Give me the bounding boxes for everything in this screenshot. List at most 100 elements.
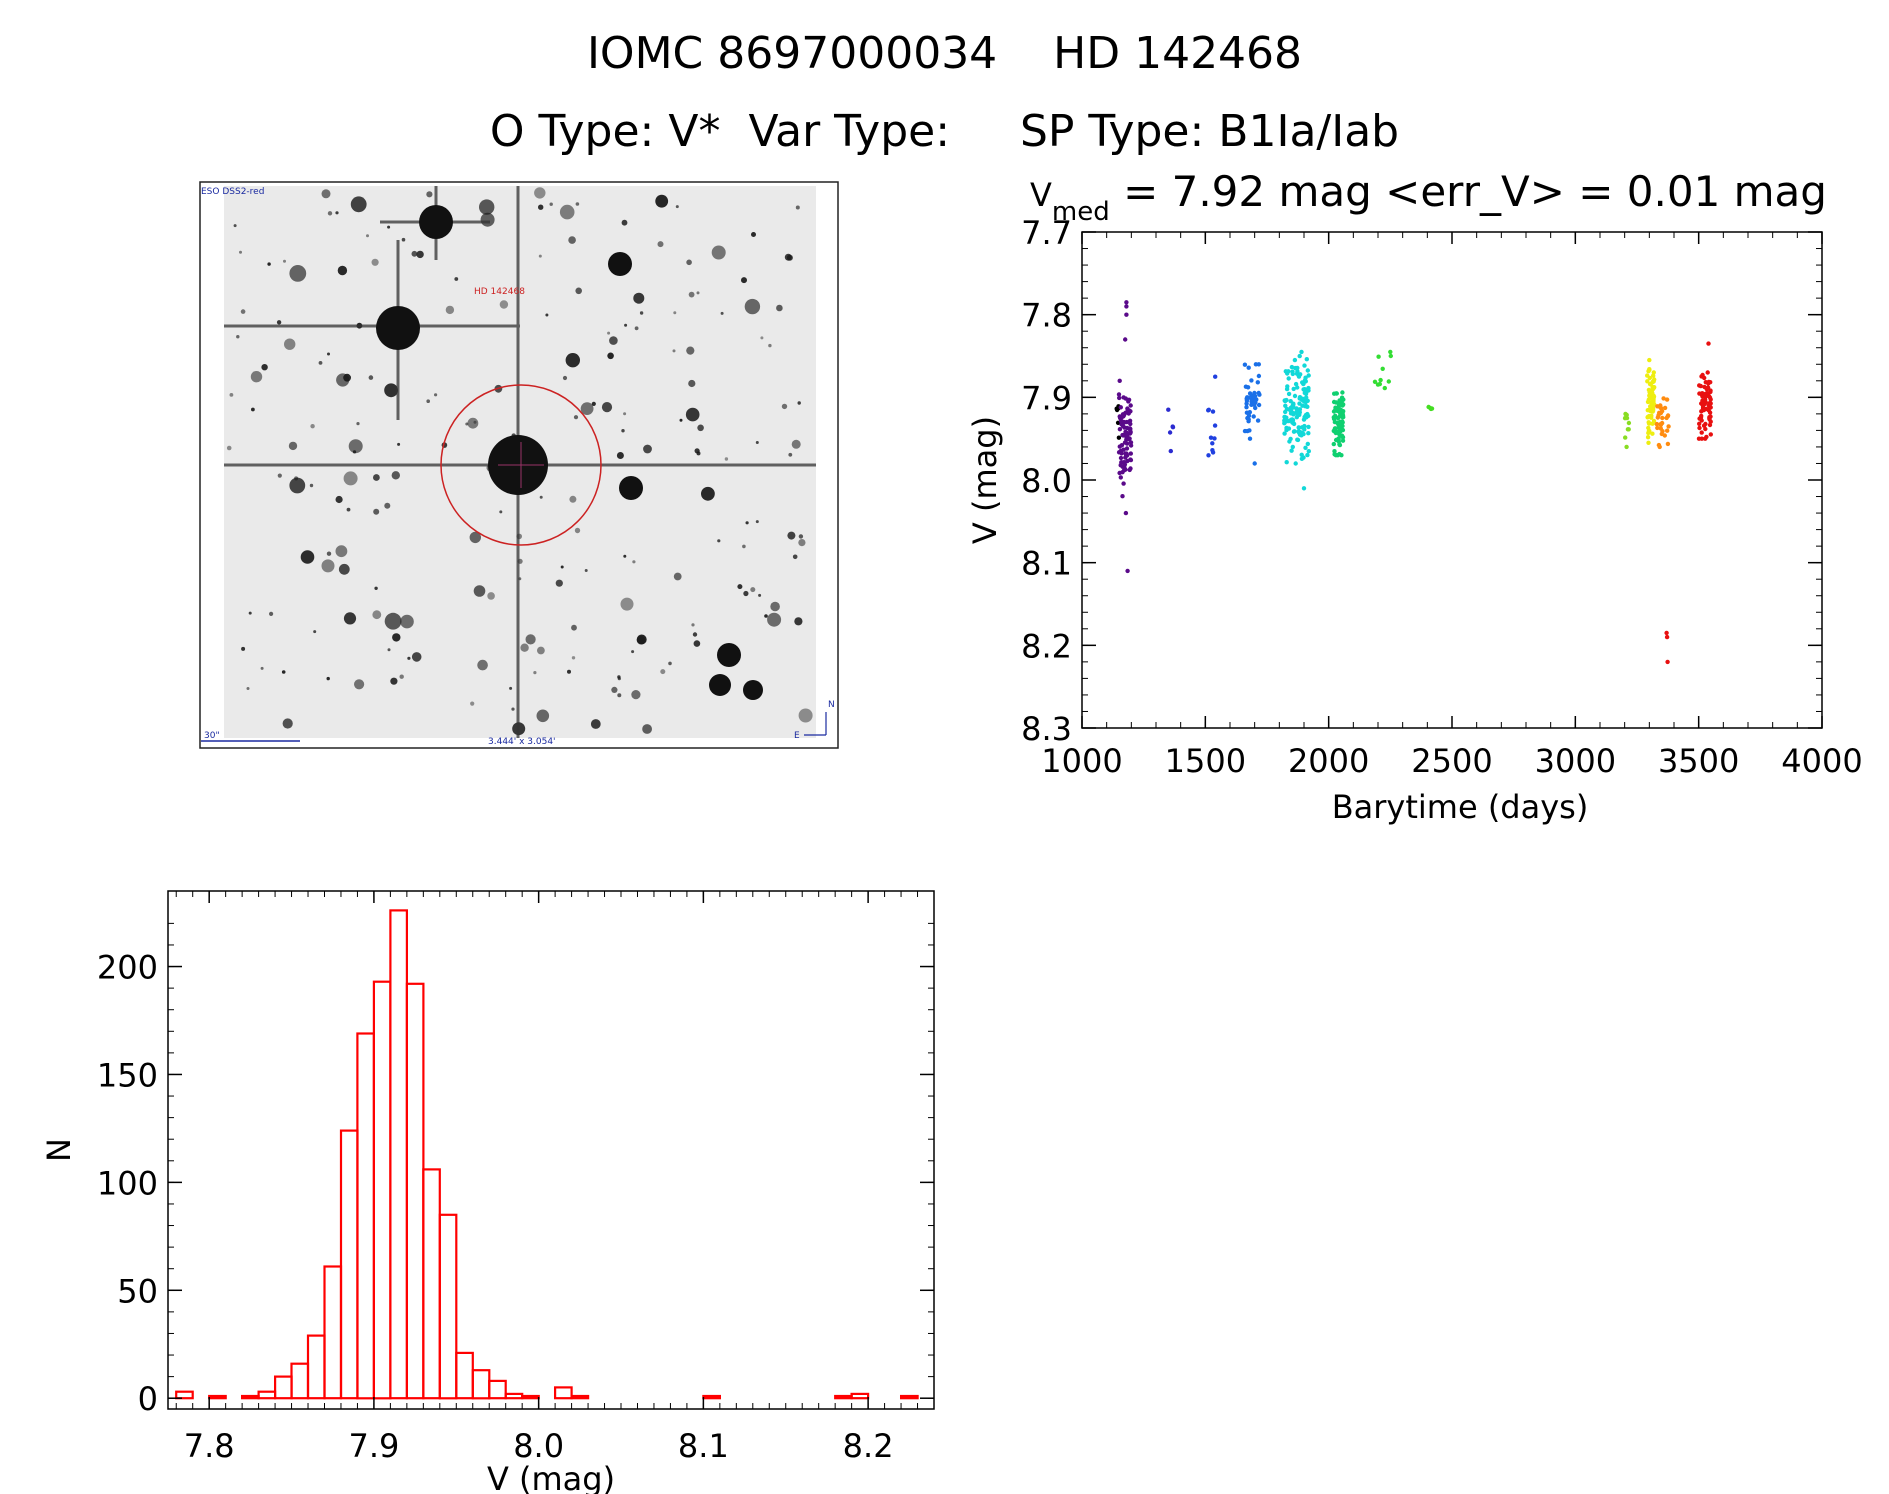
lightcurve-point <box>1255 418 1261 423</box>
finder-star <box>434 393 438 397</box>
lightcurve-point <box>1302 363 1307 368</box>
finder-star <box>411 652 422 662</box>
lightcurve-point <box>1624 413 1629 418</box>
finder-star <box>720 311 724 315</box>
histogram-xtick-label: 7.9 <box>348 1427 399 1465</box>
lightcurve-point <box>1284 397 1289 403</box>
histogram-bar <box>339 1129 359 1400</box>
finder-star <box>768 343 772 348</box>
finder-star <box>327 211 333 216</box>
finder-star <box>611 686 618 694</box>
lightcurve-point <box>1289 364 1295 370</box>
finder-star <box>538 204 544 210</box>
lightcurve-point <box>1247 436 1253 441</box>
lightcurve-point <box>1127 408 1132 413</box>
finder-star <box>407 656 411 660</box>
finder-star <box>445 305 455 315</box>
lightcurve-point <box>1252 390 1257 396</box>
finder-star <box>545 313 549 317</box>
lightcurve-point <box>1124 441 1130 446</box>
finder-star <box>607 331 611 335</box>
lightcurve-point <box>1295 411 1300 417</box>
lightcurve-point <box>1290 369 1295 374</box>
lightcurve-point <box>1117 395 1122 401</box>
finder-star <box>601 402 613 413</box>
finder-star <box>318 361 323 365</box>
lightcurve-point <box>1125 434 1130 439</box>
lightcurve-point <box>1304 395 1309 400</box>
finder-star <box>236 335 240 339</box>
finder-star <box>250 371 263 383</box>
lightcurve-xtick-label: 3000 <box>1535 742 1616 780</box>
lightcurve-point <box>1699 430 1704 435</box>
lightcurve-point <box>1118 475 1124 480</box>
lightcurve-ytick-label: 7.9 <box>1021 379 1072 417</box>
lightcurve-point <box>1242 362 1248 367</box>
lightcurve-point <box>1649 413 1654 418</box>
finder-star <box>467 417 479 429</box>
lightcurve-point <box>1651 394 1657 399</box>
finder-star <box>241 646 246 651</box>
lightcurve-point <box>1253 405 1258 411</box>
finder-star <box>696 451 701 456</box>
finder-star <box>758 593 762 597</box>
lightcurve-point <box>1377 381 1383 387</box>
lightcurve-point <box>1305 452 1310 458</box>
lightcurve-point <box>1336 439 1342 444</box>
finder-star <box>679 418 683 422</box>
finder-star <box>701 486 715 501</box>
finder-star <box>411 250 418 257</box>
finder-star <box>313 630 317 634</box>
histogram-bar <box>274 1375 293 1400</box>
lightcurve-point <box>1646 420 1651 425</box>
lightcurve-point <box>1339 395 1345 400</box>
finder-star <box>688 291 695 298</box>
lightcurve-title: Vmed = 7.92 mag <err_V> = 0.01 mag <box>1030 167 1827 227</box>
lightcurve-point <box>1646 440 1651 445</box>
lightcurve-point <box>1645 435 1651 440</box>
lightcurve-point <box>1372 379 1378 384</box>
lightcurve-point <box>1123 510 1129 516</box>
finder-star <box>392 633 401 642</box>
finder-star <box>639 311 644 315</box>
lightcurve-point <box>1697 383 1702 388</box>
finder-star <box>633 292 645 304</box>
lightcurve-point <box>1703 436 1708 441</box>
finder-star <box>469 531 481 544</box>
lightcurve-ytick-label: 8.3 <box>1021 710 1072 748</box>
lightcurve-point <box>1117 427 1123 432</box>
lightcurve-point <box>1123 337 1128 342</box>
finder-star <box>744 298 761 315</box>
lightcurve-point <box>1697 425 1702 431</box>
lightcurve-point <box>1297 353 1302 359</box>
histogram-bar <box>257 1390 277 1400</box>
histogram-bar <box>405 982 425 1400</box>
finder-star <box>233 224 237 228</box>
lightcurve-point <box>1331 399 1337 405</box>
lightcurve-point <box>1124 304 1129 309</box>
lightcurve-point <box>1256 362 1262 367</box>
finder-star <box>226 445 232 451</box>
finder-star <box>352 450 357 454</box>
lightcurve-point <box>1128 466 1133 471</box>
finder-star <box>788 452 793 457</box>
lightcurve-point <box>1292 393 1298 399</box>
lightcurve-point <box>1118 418 1124 424</box>
histogram-bar <box>899 1394 919 1400</box>
finder-star <box>797 401 801 405</box>
lightcurve-point <box>1664 630 1669 636</box>
lightcurve-point <box>1623 435 1628 440</box>
lightcurve-point <box>1121 481 1126 486</box>
finder-star <box>473 420 477 424</box>
lightcurve-point <box>1333 452 1338 457</box>
finder-star <box>374 586 378 590</box>
finder-star <box>560 565 564 569</box>
lightcurve-point <box>1124 430 1130 436</box>
lightcurve-point <box>1302 423 1307 429</box>
histogram-xtick-label: 8.2 <box>843 1427 894 1465</box>
lightcurve-point <box>1123 455 1128 460</box>
finder-star <box>354 679 365 690</box>
lightcurve-point <box>1651 370 1657 375</box>
lightcurve-point <box>1645 379 1650 384</box>
finder-star <box>590 719 601 729</box>
